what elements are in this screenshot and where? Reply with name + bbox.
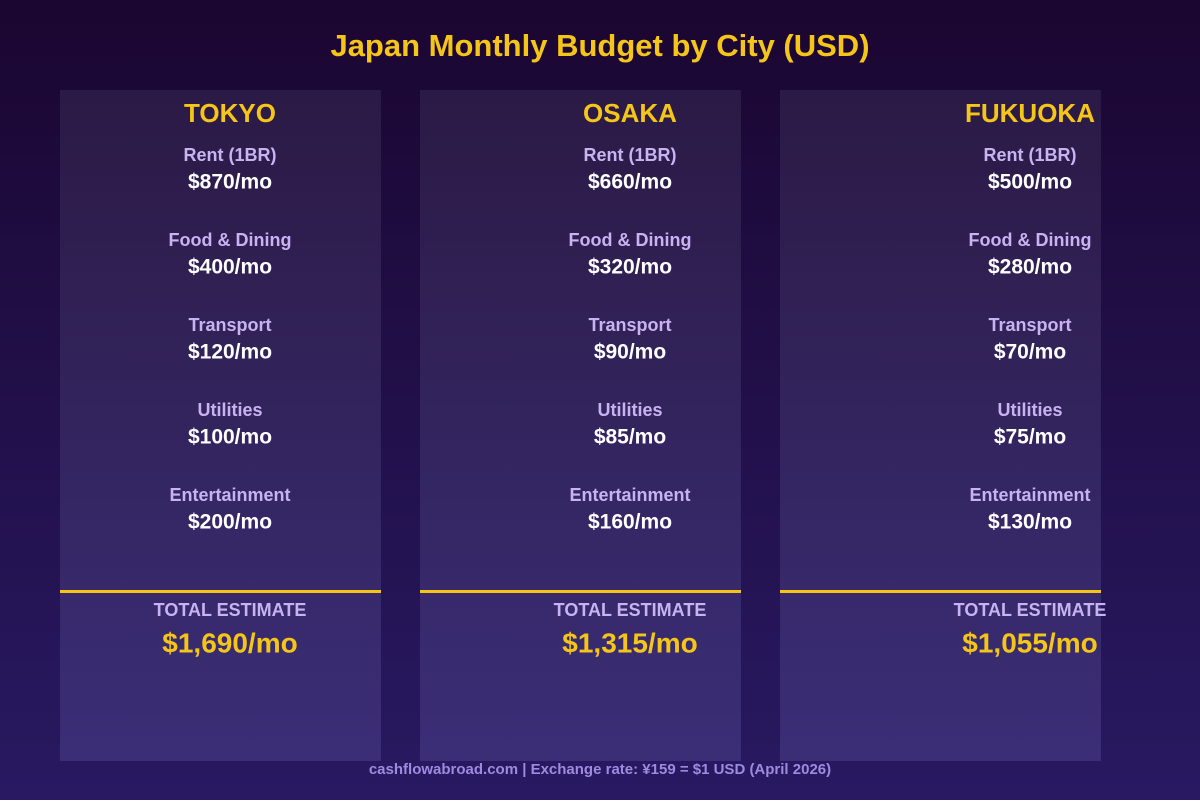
city-panel [420,90,741,761]
city-panel [60,90,381,761]
item-value: $320/mo [588,256,672,279]
item-label: Utilities [997,400,1062,420]
item-value: $400/mo [188,256,272,279]
divider [60,590,381,593]
city-name: OSAKA [583,98,677,128]
item-label: Food & Dining [969,230,1092,250]
item-label: Rent (1BR) [184,145,277,165]
item-value: $70/mo [994,341,1066,364]
item-label: Utilities [197,400,262,420]
item-value: $660/mo [588,171,672,194]
item-value: $870/mo [188,171,272,194]
footer: cashflowabroad.com | Exchange rate: ¥159… [369,761,831,778]
title: Japan Monthly Budget by City (USD) [330,28,869,63]
city-name: TOKYO [184,98,276,128]
columns: TOKYO Rent (1BR) $870/mo Food & Dining $400/… [60,90,1106,761]
item-label: Transport [988,315,1071,335]
item-label: Rent (1BR) [984,145,1077,165]
item-value: $90/mo [594,341,666,364]
total-value: $1,690/mo [162,627,297,658]
item-label: Entertainment [969,485,1090,505]
city-name: FUKUOKA [965,98,1095,128]
item-value: $280/mo [988,256,1072,279]
item-label: Entertainment [169,485,290,505]
item-value: $85/mo [594,426,666,449]
item-value: $120/mo [188,341,272,364]
item-value: $100/mo [188,426,272,449]
total-label: TOTAL ESTIMATE [154,600,307,620]
item-label: Entertainment [569,485,690,505]
item-value: $130/mo [988,511,1072,534]
city-panel [780,90,1101,761]
item-label: Rent (1BR) [584,145,677,165]
item-value: $75/mo [994,426,1066,449]
item-value: $500/mo [988,171,1072,194]
item-value: $160/mo [588,511,672,534]
divider [420,590,741,593]
divider [780,590,1101,593]
total-value: $1,055/mo [962,627,1097,658]
total-label: TOTAL ESTIMATE [554,600,707,620]
total-value: $1,315/mo [562,627,697,658]
item-label: Utilities [597,400,662,420]
item-label: Food & Dining [169,230,292,250]
total-label: TOTAL ESTIMATE [954,600,1107,620]
item-value: $200/mo [188,511,272,534]
item-label: Transport [588,315,671,335]
item-label: Food & Dining [569,230,692,250]
item-label: Transport [188,315,271,335]
